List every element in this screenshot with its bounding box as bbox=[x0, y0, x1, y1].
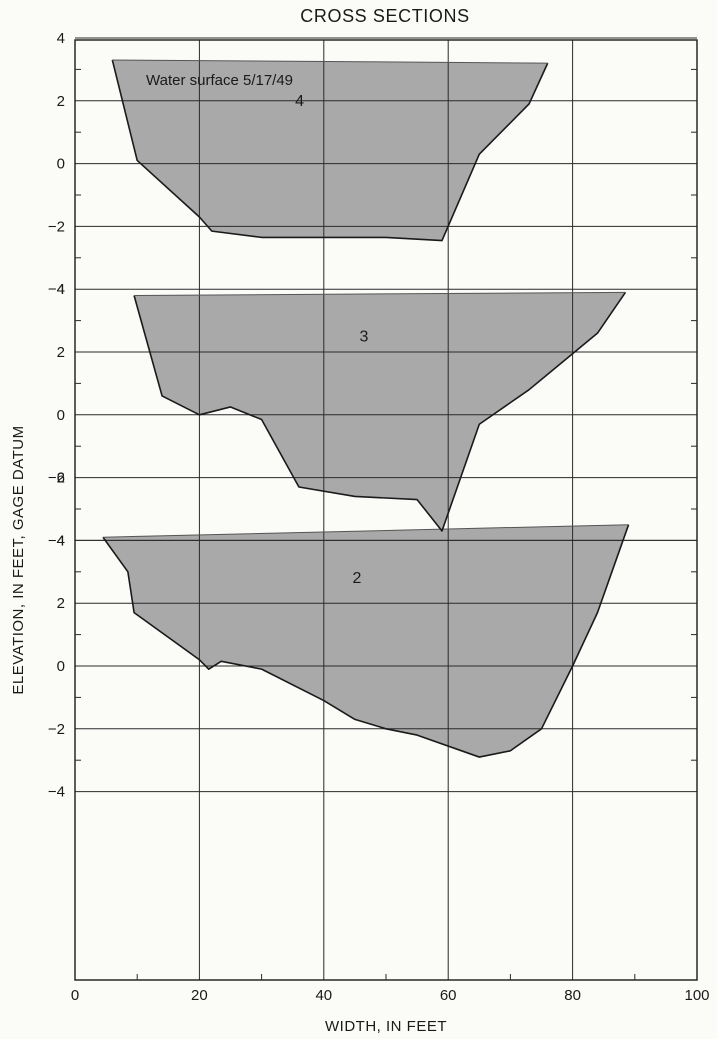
y-tick-label: 6 bbox=[57, 470, 65, 487]
x-tick-label: 60 bbox=[440, 987, 457, 1004]
x-axis-title: WIDTH, IN FEET bbox=[325, 1018, 447, 1035]
y-tick-label: 4 bbox=[57, 532, 65, 549]
section-2-area bbox=[102, 524, 629, 758]
section-3-area bbox=[134, 292, 626, 531]
y-tick-label: −4 bbox=[48, 784, 65, 801]
section-4-area bbox=[112, 59, 548, 241]
y-tick-label: −2 bbox=[48, 721, 65, 738]
section-4-bed-line bbox=[111, 59, 549, 242]
y-tick-label: −4 bbox=[48, 532, 65, 549]
section-4-water-surface bbox=[112, 59, 548, 64]
y-tick-label: 0 bbox=[57, 658, 65, 675]
section-2-bed-line bbox=[102, 524, 630, 758]
y-tick-label: 0 bbox=[57, 156, 65, 173]
y-tick-label: −2 bbox=[48, 470, 65, 487]
x-tick-label: 40 bbox=[315, 987, 332, 1004]
section-4-label: 4 bbox=[295, 93, 304, 110]
section-3-water-surface bbox=[134, 291, 626, 296]
section-outlines bbox=[102, 59, 630, 758]
y-tick-label: 4 bbox=[57, 30, 65, 47]
y-tick-label: 4 bbox=[57, 281, 65, 298]
x-tick-label: 100 bbox=[684, 987, 709, 1004]
section-fills bbox=[102, 59, 629, 758]
section-3-bed-line bbox=[133, 291, 627, 532]
y-tick-label: 2 bbox=[57, 93, 65, 110]
tick-marks bbox=[75, 68, 697, 980]
section-2-water-surface bbox=[102, 524, 629, 538]
y-tick-label: 0 bbox=[57, 407, 65, 424]
chart-title: CROSS SECTIONS bbox=[300, 6, 469, 26]
y-tick-label: −2 bbox=[48, 218, 65, 235]
y-axis-title: ELEVATION, IN FEET, GAGE DATUM bbox=[10, 425, 27, 694]
section-3-label: 3 bbox=[360, 328, 369, 345]
y-tick-label: 2 bbox=[57, 344, 65, 361]
x-tick-label: 0 bbox=[71, 987, 79, 1004]
y-tick-label: −4 bbox=[48, 281, 65, 298]
water-surface-annotation: Water surface 5/17/49 bbox=[146, 72, 293, 89]
x-tick-label: 20 bbox=[191, 987, 208, 1004]
section-2-label: 2 bbox=[352, 570, 361, 587]
y-tick-label: 2 bbox=[57, 595, 65, 612]
x-tick-label: 80 bbox=[564, 987, 581, 1004]
grid-lines bbox=[75, 37, 697, 980]
